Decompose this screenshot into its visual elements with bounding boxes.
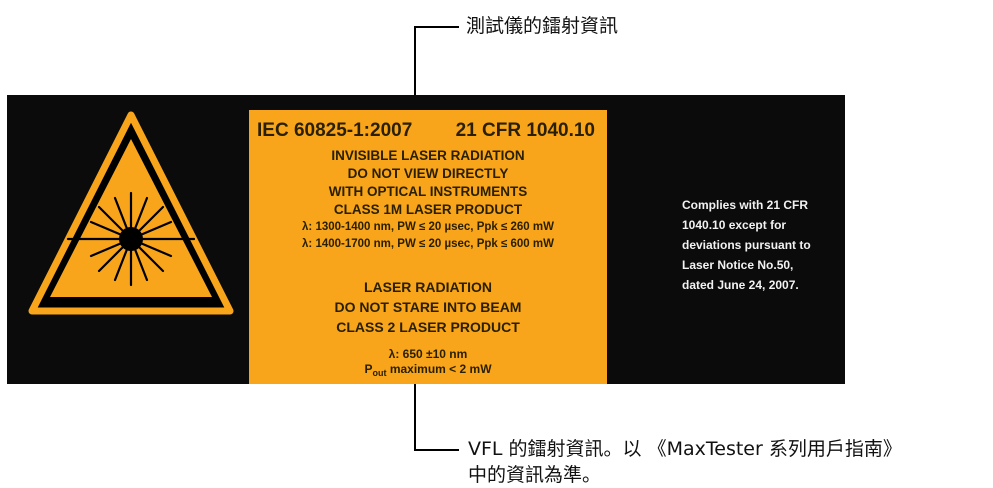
vfl-specs: λ: 650 ±10 nm Pout maximum < 2 mW	[249, 347, 607, 381]
visible-radiation-warning: LASER RADIATION DO NOT STARE INTO BEAM C…	[249, 277, 607, 337]
laser-warning-panel: IEC 60825-1:2007 21 CFR 1040.10 INVISIBL…	[249, 110, 607, 384]
pout-value: maximum < 2 mW	[386, 362, 492, 376]
warning-line: DO NOT STARE INTO BEAM	[334, 299, 522, 315]
bottom-callout-line: VFL 的鐳射資訊。以 《MaxTester 系列用戶指南》	[468, 438, 902, 460]
standards-row: IEC 60825-1:2007 21 CFR 1040.10	[249, 120, 607, 146]
cfr-standard: 21 CFR 1040.10	[455, 120, 595, 141]
top-callout-vertical-line	[414, 27, 416, 110]
spec-line: λ: 1300-1400 nm, PW ≤ 20 µsec, Ppk ≤ 260…	[302, 221, 554, 233]
iec-standard: IEC 60825-1:2007	[257, 120, 413, 141]
bottom-callout-horizontal-line	[414, 449, 459, 451]
warning-line: DO NOT VIEW DIRECTLY	[347, 166, 509, 181]
warning-line: LASER RADIATION	[363, 279, 493, 295]
pout-subscript: out	[372, 368, 387, 378]
bottom-callout-line: 中的資訊為準。	[468, 464, 602, 486]
top-callout-horizontal-line	[414, 26, 459, 28]
compliance-statement: Complies with 21 CFR 1040.10 except for …	[682, 195, 842, 295]
compliance-line: dated June 24, 2007.	[682, 278, 799, 292]
output-power-spec: Pout maximum < 2 mW	[249, 362, 607, 381]
top-callout-text: 測試儀的鐳射資訊	[466, 15, 619, 37]
laser-warning-icon	[28, 111, 234, 315]
spec-line: λ: 1400-1700 nm, PW ≤ 20 µsec, Ppk ≤ 600…	[302, 238, 554, 250]
warning-line: CLASS 2 LASER PRODUCT	[336, 319, 520, 335]
warning-line: WITH OPTICAL INSTRUMENTS	[328, 184, 528, 199]
warning-line: INVISIBLE LASER RADIATION	[331, 148, 525, 163]
bottom-callout-text: VFL 的鐳射資訊。以 《MaxTester 系列用戶指南》 中的資訊為準。	[468, 436, 902, 488]
warning-line: CLASS 1M LASER PRODUCT	[333, 202, 523, 217]
invisible-radiation-warning: INVISIBLE LASER RADIATION DO NOT VIEW DI…	[249, 147, 607, 253]
wavelength-spec: λ: 650 ±10 nm	[388, 347, 468, 361]
pout-prefix: P	[364, 362, 373, 376]
bottom-callout-vertical-line	[414, 384, 416, 450]
compliance-line: Complies with 21 CFR	[682, 198, 809, 212]
compliance-line: Laser Notice No.50,	[682, 258, 794, 272]
compliance-line: 1040.10 except for	[682, 218, 787, 232]
compliance-line: deviations pursuant to	[682, 238, 811, 252]
